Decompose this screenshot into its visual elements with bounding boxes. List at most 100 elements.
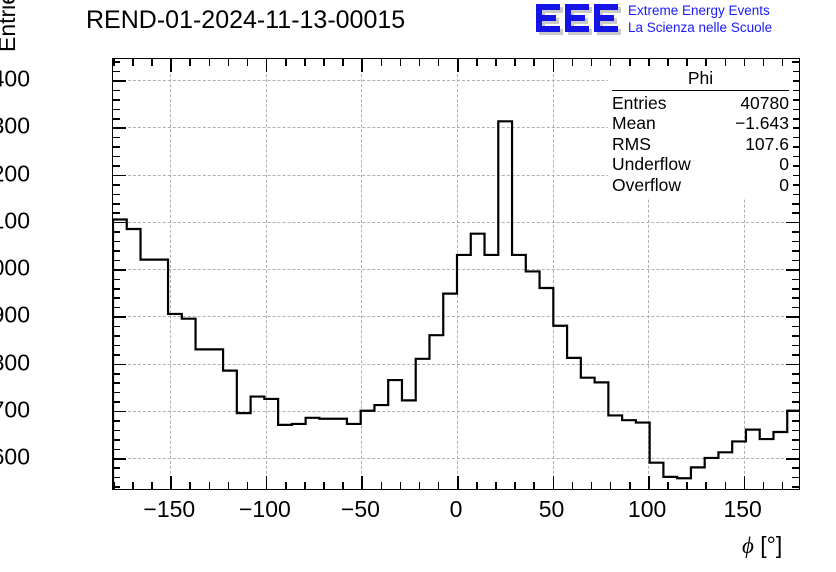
x-tick-minor [418,482,421,489]
x-tick-minor [380,59,383,66]
y-tick-label: 700 [0,396,30,423]
y-tick-minor [113,155,120,158]
y-tick-minor [113,118,120,120]
x-tick-minor [781,59,784,66]
y-tick-label: 900 [0,301,30,328]
x-tick-minor [781,482,784,489]
gridline-horizontal [113,457,799,459]
x-tick-minor [399,59,402,66]
y-tick-minor [113,61,120,63]
x-tick-minor [418,59,421,66]
y-tick-major [786,363,799,366]
x-tick-minor [495,59,497,66]
page-title: REND-01-2024-11-13-00015 [86,6,406,34]
x-tick-major [265,476,268,489]
y-tick-minor [113,448,120,451]
phi-symbol: ϕ [742,533,754,558]
y-tick-minor [792,165,799,167]
y-tick-minor [792,372,799,375]
x-tick-minor [342,482,344,489]
y-tick-minor [792,467,799,469]
x-tick-minor [762,59,765,66]
y-tick-minor [113,429,120,432]
y-tick-minor [792,420,799,422]
y-tick-minor [113,420,120,422]
y-tick-major [786,269,799,271]
y-tick-minor [792,297,799,300]
stats-row-label: RMS [612,133,651,154]
x-tick-minor [705,482,708,489]
y-tick-minor [792,193,799,196]
stats-row-label: Entries [612,92,667,113]
x-tick-minor [151,59,153,66]
y-tick-minor [792,118,799,120]
y-tick-major [113,221,126,224]
histogram-curve [113,120,799,489]
x-tick-major [648,59,650,72]
eee-logo-text: Extreme Energy Events La Scienza nelle S… [628,2,834,36]
y-tick-minor [113,250,120,252]
x-tick-minor [189,59,192,66]
y-tick-major [113,410,126,413]
x-tick-major [457,59,459,72]
stats-row-value: −1.643 [734,113,789,134]
x-tick-major [170,59,172,72]
gridline-vertical [265,59,267,489]
x-tick-minor [113,482,115,489]
x-tick-minor [667,59,669,66]
y-tick-minor [113,467,120,469]
gridline-horizontal [113,410,799,412]
stats-row-value: 107.6 [745,133,789,154]
y-tick-minor [113,70,120,73]
y-tick-minor [113,259,120,262]
gridline-horizontal [113,316,799,318]
y-tick-minor [113,165,120,167]
y-tick-minor [113,212,120,215]
y-tick-major [113,127,126,130]
eee-logo-line2: La Scienza nelle Scuole [628,20,773,35]
stats-box: Phi Entries 40780 Mean −1.643 RMS 107.6 Underf… [608,66,793,199]
y-tick-minor [113,146,120,148]
stats-row-value: 0 [779,154,789,175]
y-tick-minor [792,212,799,215]
y-tick-minor [113,335,120,337]
y-tick-minor [113,184,120,186]
x-tick-minor [132,482,134,489]
y-tick-minor [113,306,120,309]
gridline-vertical [648,59,650,489]
x-tick-minor [590,482,593,489]
y-tick-minor [113,325,120,328]
gridline-horizontal [113,80,799,82]
stats-row: Overflow 0 [612,175,789,196]
y-tick-minor [113,278,120,281]
x-tick-major [265,59,268,72]
stats-row: Entries 40780 [612,93,789,114]
y-tick-minor [792,429,799,432]
y-tick-minor [113,372,120,375]
eee-logo-line1: Extreme Energy Events [628,3,770,18]
x-tick-minor [476,59,478,66]
y-tick-major [786,410,799,413]
y-tick-minor [792,401,799,403]
eee-logo-mark-icon [536,4,624,35]
x-tick-minor [323,482,325,489]
y-tick-minor [792,240,799,243]
y-tick-major [113,316,126,318]
y-tick-minor [113,382,120,384]
y-tick-major [113,80,126,82]
y-tick-minor [113,297,120,300]
x-tick-label: 50 [538,496,565,522]
y-tick-minor [792,231,799,233]
y-tick-minor [113,439,120,441]
x-tick-major [457,476,459,489]
y-tick-minor [792,259,799,262]
y-tick-minor [113,476,120,479]
y-tick-label: 1000 [0,254,30,281]
y-tick-minor [792,146,799,148]
x-tick-label: −100 [238,496,291,522]
stats-row-value: 40780 [740,92,789,113]
x-tick-label: 150 [723,496,762,522]
x-tick-minor [113,59,115,66]
y-tick-minor [113,391,120,394]
x-tick-minor [609,482,612,489]
